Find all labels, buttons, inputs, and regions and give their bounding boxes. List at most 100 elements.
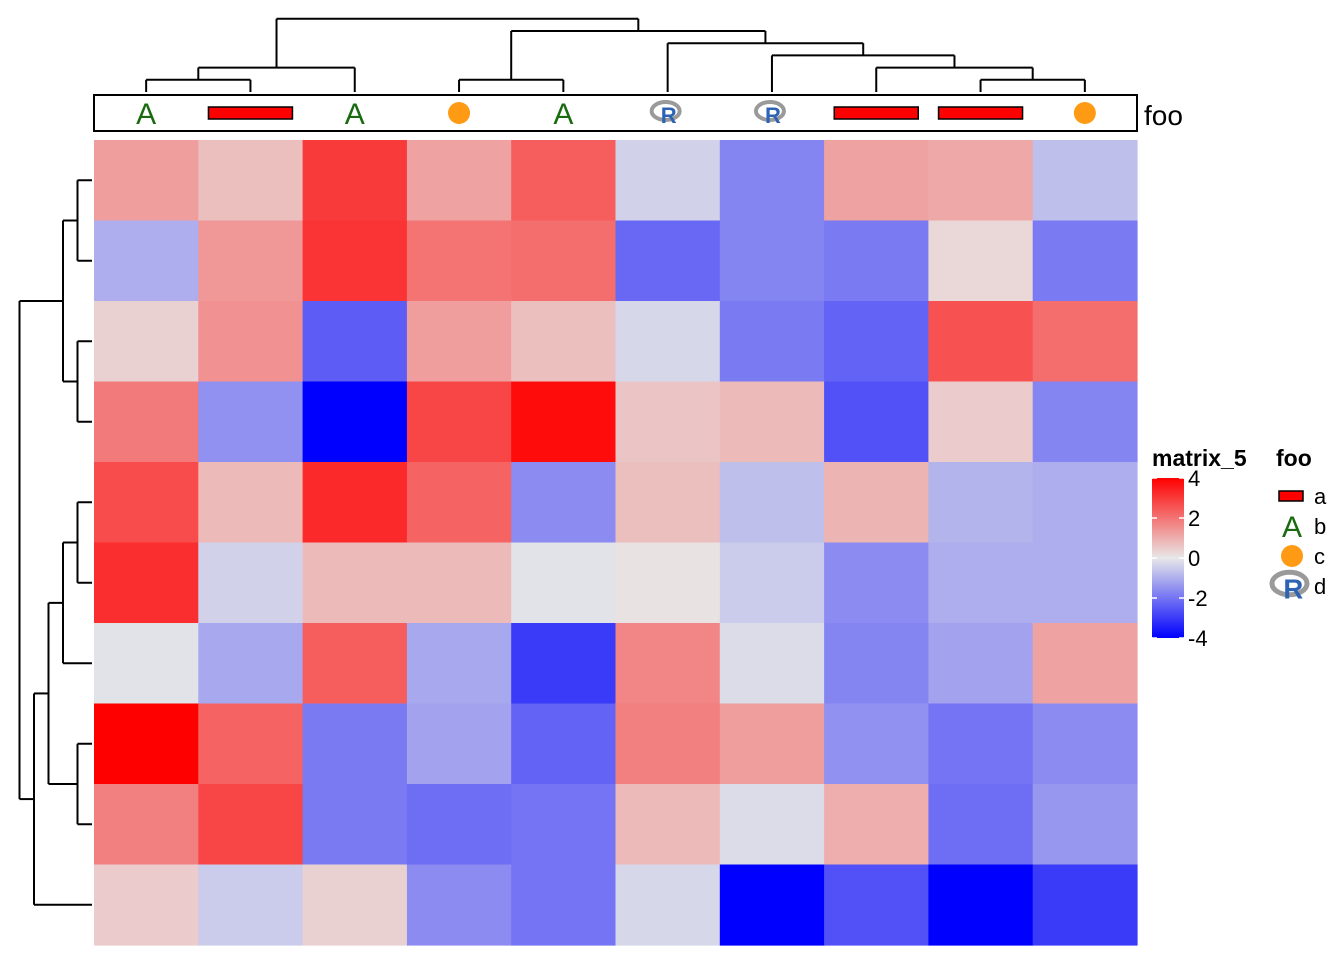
color-legend-tick-label-5: -4 <box>1188 626 1208 651</box>
annotation-col-6-r-logo-ring <box>649 100 682 122</box>
heatmap-cell-r2-c4 <box>406 220 512 302</box>
annotation-col-7-r-logo-letter: R <box>765 103 781 128</box>
color-legend: matrix_5 4 2 0 -2 -4 <box>1152 445 1247 651</box>
heatmap-cell-r3-c6 <box>615 301 721 383</box>
heatmap-cell-r8-c6 <box>615 703 721 785</box>
annotation-legend: foo aA bcR d <box>1269 445 1327 605</box>
annotation-legend-d-r-logo-letter: R <box>1283 574 1303 605</box>
heatmap-cell-r7-c7 <box>719 623 825 705</box>
heatmap-cell-r4-c5 <box>511 381 617 463</box>
heatmap-cell-r2-c7 <box>719 220 825 302</box>
heatmap-cell-r2-c6 <box>615 220 721 302</box>
heatmap-cell-r8-c9 <box>928 703 1034 785</box>
annotation-legend-a-mark <box>1278 490 1304 502</box>
annotation-col-2-rect-mark <box>207 106 294 120</box>
heatmap-cell-r5-c9 <box>928 462 1034 544</box>
heatmap-cell-r3-c9 <box>928 301 1034 383</box>
color-legend-title: matrix_5 <box>1152 445 1247 471</box>
heatmap-cell-r2-c5 <box>511 220 617 302</box>
heatmap-cell-r1-c10 <box>1032 140 1138 222</box>
heatmap-cell-r4-c6 <box>615 381 721 463</box>
heatmap-cell-r6-c7 <box>719 542 825 624</box>
heatmap-cell-r1-c1 <box>94 140 199 222</box>
heatmap-cell-r1-c4 <box>406 140 512 222</box>
annotation-col-3-letter-mark: A <box>345 98 365 131</box>
heatmap-body <box>94 140 1138 946</box>
heatmap-cell-r9-c9 <box>928 784 1034 866</box>
heatmap-cell-r1-c2 <box>198 140 304 222</box>
heatmap-cell-r9-c6 <box>615 784 721 866</box>
heatmap-cell-r5-c3 <box>302 462 408 544</box>
heatmap-cell-r2-c3 <box>302 220 408 302</box>
heatmap-cell-r3-c1 <box>94 301 199 383</box>
heatmap-cell-r7-c1 <box>94 623 199 705</box>
annotation-col-4-dot-mark <box>448 102 471 124</box>
heatmap-cell-r1-c8 <box>824 140 929 222</box>
heatmap-cell-r5-c4 <box>406 462 512 544</box>
color-legend-tick-label-4: -2 <box>1188 586 1208 611</box>
annotation-col-10-dot-mark <box>1073 102 1096 124</box>
annotation-legend-b-letter-mark: A <box>1282 511 1302 544</box>
heatmap-cell-r8-c8 <box>824 703 929 785</box>
heatmap-cell-r4-c8 <box>824 381 929 463</box>
heatmap-cell-r10-c1 <box>94 864 199 946</box>
heatmap-cell-r4-c9 <box>928 381 1034 463</box>
color-legend-tick-label-2: 2 <box>1188 506 1200 531</box>
annotation-col-9-rect-mark <box>937 106 1024 120</box>
heatmap-cell-r10-c5 <box>511 864 617 946</box>
heatmap-cell-r3-c10 <box>1032 301 1138 383</box>
heatmap-cell-r9-c1 <box>94 784 199 866</box>
heatmap-cell-r6-c1 <box>94 542 199 624</box>
heatmap-cell-r3-c4 <box>406 301 512 383</box>
heatmap-cell-r10-c9 <box>928 864 1034 946</box>
heatmap-cell-r1-c3 <box>302 140 408 222</box>
heatmap-cell-r2-c10 <box>1032 220 1138 302</box>
heatmap-cell-r4-c10 <box>1032 381 1138 463</box>
heatmap-cell-r9-c4 <box>406 784 512 866</box>
heatmap-cell-r2-c1 <box>94 220 199 302</box>
heatmap-cell-r4-c3 <box>302 381 408 463</box>
annotation-legend-a-label: a <box>1314 484 1327 509</box>
heatmap-cell-r8-c7 <box>719 703 825 785</box>
heatmap-cell-r4-c2 <box>198 381 304 463</box>
heatmap-cell-r1-c6 <box>615 140 721 222</box>
heatmap-cell-r7-c3 <box>302 623 408 705</box>
heatmap-cell-r6-c8 <box>824 542 929 624</box>
heatmap-cell-r5-c2 <box>198 462 304 544</box>
heatmap-cell-r4-c1 <box>94 381 199 463</box>
heatmap-cell-r10-c3 <box>302 864 408 946</box>
heatmap-cell-r4-c7 <box>719 381 825 463</box>
annotation-legend-d-r-logo-ring <box>1269 569 1310 598</box>
heatmap-cell-r7-c5 <box>511 623 617 705</box>
annotation-legend-d-label: d <box>1314 574 1326 599</box>
annotation-col-1-letter-mark: A <box>136 98 156 131</box>
heatmap-cell-r10-c2 <box>198 864 304 946</box>
heatmap-cell-r9-c10 <box>1032 784 1138 866</box>
heatmap-cell-r7-c10 <box>1032 623 1138 705</box>
heatmap-cell-r6-c6 <box>615 542 721 624</box>
annotation-col-7-r-logo-ring <box>753 100 786 122</box>
heatmap-cell-r7-c6 <box>615 623 721 705</box>
heatmap-cell-r6-c2 <box>198 542 304 624</box>
heatmap-cell-r7-c9 <box>928 623 1034 705</box>
heatmap-cell-r7-c2 <box>198 623 304 705</box>
heatmap-cell-r5-c10 <box>1032 462 1138 544</box>
heatmap-cell-r3-c2 <box>198 301 304 383</box>
heatmap-cell-r6-c9 <box>928 542 1034 624</box>
annotation-legend-title: foo <box>1276 445 1312 471</box>
heatmap-cell-r5-c1 <box>94 462 199 544</box>
heatmap-cell-r9-c7 <box>719 784 825 866</box>
annotation-legend-b-label: b <box>1314 514 1326 539</box>
heatmap-cell-r1-c5 <box>511 140 617 222</box>
heatmap-cell-r5-c7 <box>719 462 825 544</box>
heatmap-cell-r10-c4 <box>406 864 512 946</box>
annotation-legend-c-dot-mark <box>1281 545 1303 567</box>
heatmap-cell-r8-c1 <box>94 703 199 785</box>
heatmap-cell-r2-c2 <box>198 220 304 302</box>
heatmap-cell-r2-c9 <box>928 220 1034 302</box>
heatmap-cell-r7-c4 <box>406 623 512 705</box>
color-legend-bar <box>1152 478 1184 638</box>
heatmap-cell-r3-c5 <box>511 301 617 383</box>
